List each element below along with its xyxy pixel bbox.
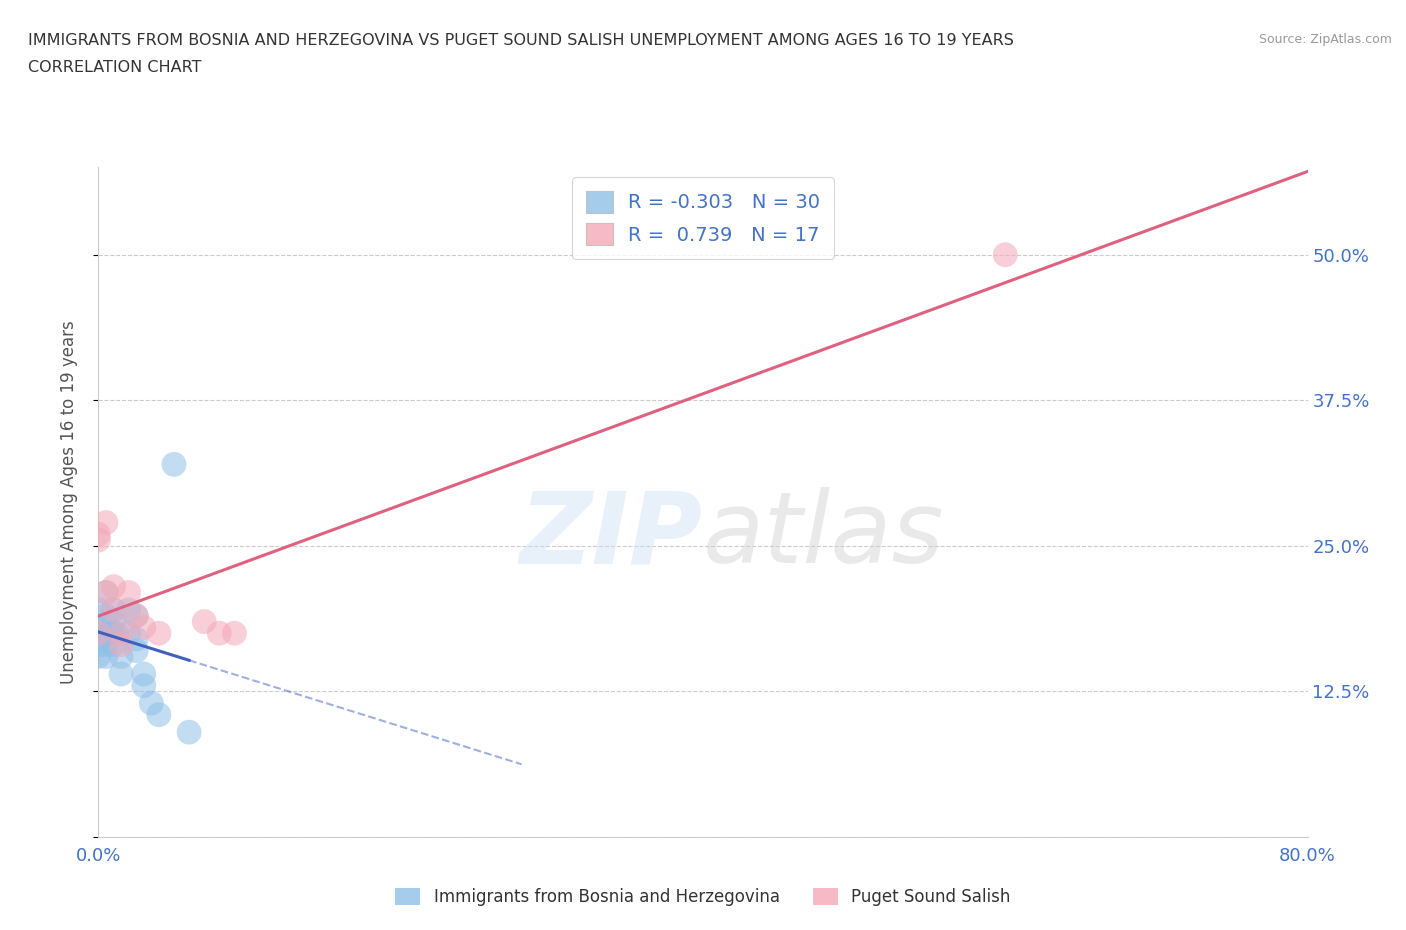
Point xyxy=(87,649,110,664)
Point xyxy=(125,644,148,658)
Point xyxy=(94,585,117,600)
Point xyxy=(110,626,132,641)
Point xyxy=(224,626,246,641)
Point xyxy=(110,637,132,652)
Point xyxy=(110,649,132,664)
Text: Source: ZipAtlas.com: Source: ZipAtlas.com xyxy=(1258,33,1392,46)
Text: ZIP: ZIP xyxy=(520,487,703,584)
Point xyxy=(994,247,1017,262)
Point xyxy=(141,696,163,711)
Point xyxy=(125,631,148,646)
Point xyxy=(103,579,125,594)
Text: IMMIGRANTS FROM BOSNIA AND HERZEGOVINA VS PUGET SOUND SALISH UNEMPLOYMENT AMONG : IMMIGRANTS FROM BOSNIA AND HERZEGOVINA V… xyxy=(28,33,1014,47)
Point xyxy=(87,626,110,641)
Point xyxy=(132,678,155,693)
Point xyxy=(110,667,132,682)
Point xyxy=(94,637,117,652)
Point xyxy=(87,637,110,652)
Point xyxy=(94,626,117,641)
Point xyxy=(87,526,110,541)
Point xyxy=(87,620,110,635)
Point xyxy=(87,603,110,618)
Point xyxy=(103,603,125,618)
Point xyxy=(118,585,141,600)
Point xyxy=(118,603,141,618)
Point xyxy=(87,631,110,646)
Point xyxy=(179,724,201,739)
Point xyxy=(94,585,117,600)
Point xyxy=(94,515,117,530)
Point xyxy=(100,626,122,641)
Point xyxy=(94,608,117,623)
Point xyxy=(103,603,125,618)
Point xyxy=(105,626,128,641)
Y-axis label: Unemployment Among Ages 16 to 19 years: Unemployment Among Ages 16 to 19 years xyxy=(59,320,77,684)
Point xyxy=(87,626,110,641)
Point xyxy=(125,608,148,623)
Point xyxy=(148,626,170,641)
Point xyxy=(208,626,231,641)
Point xyxy=(103,626,125,641)
Point xyxy=(125,608,148,623)
Point xyxy=(103,637,125,652)
Point xyxy=(118,626,141,641)
Point xyxy=(87,533,110,548)
Point xyxy=(132,667,155,682)
Legend: Immigrants from Bosnia and Herzegovina, Puget Sound Salish: Immigrants from Bosnia and Herzegovina, … xyxy=(388,881,1018,912)
Point xyxy=(163,457,186,472)
Point xyxy=(103,614,125,629)
Point xyxy=(94,649,117,664)
Text: atlas: atlas xyxy=(703,487,945,584)
Point xyxy=(148,708,170,723)
Text: CORRELATION CHART: CORRELATION CHART xyxy=(28,60,201,75)
Point xyxy=(132,620,155,635)
Legend: R = -0.303   N = 30, R =  0.739   N = 17: R = -0.303 N = 30, R = 0.739 N = 17 xyxy=(572,177,834,259)
Point xyxy=(193,614,215,629)
